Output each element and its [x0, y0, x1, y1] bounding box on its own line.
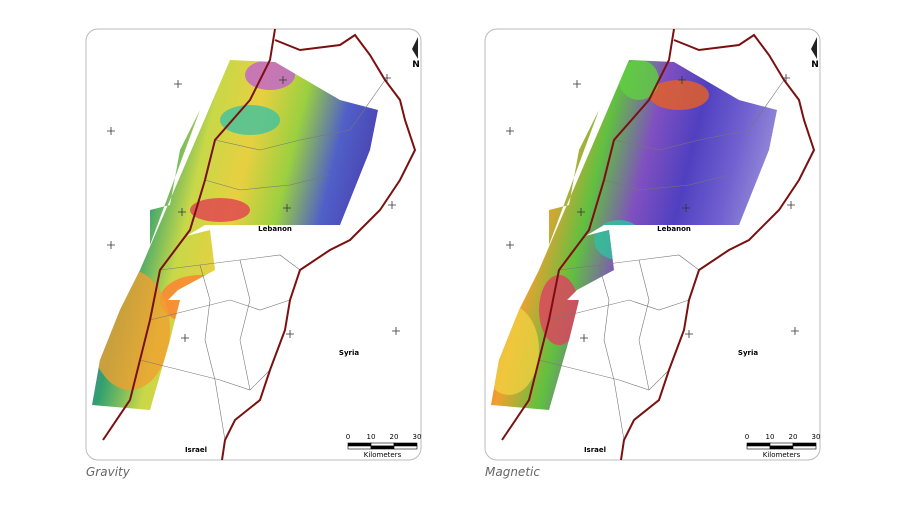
district-line	[613, 79, 785, 151]
scale-segment	[370, 442, 395, 447]
district-line	[598, 264, 625, 441]
district-line	[199, 264, 226, 441]
district-line	[204, 174, 331, 191]
district-line	[603, 174, 730, 191]
scale-segment	[347, 445, 372, 450]
scale-segment	[769, 442, 794, 447]
scale-tick: 0	[346, 433, 350, 441]
scale-segment	[792, 442, 817, 447]
anomaly	[619, 60, 659, 100]
district-line	[548, 299, 690, 321]
scale-tick: 10	[367, 433, 376, 441]
caption: Gravity	[86, 465, 130, 479]
scale-tick: 20	[390, 433, 399, 441]
scale-unit: Kilometers	[364, 451, 402, 459]
place-label: Lebanon	[258, 225, 292, 233]
grid-cross	[685, 330, 693, 338]
anomaly	[220, 105, 280, 135]
border	[501, 28, 675, 441]
border	[620, 33, 816, 461]
place-label: Israel	[584, 446, 606, 454]
grid-cross	[279, 76, 287, 84]
grid-cross	[580, 334, 588, 342]
anomaly	[649, 80, 709, 110]
grid-cross	[678, 76, 686, 84]
scale-segment	[769, 445, 794, 450]
scale-tick: 30	[812, 433, 821, 441]
north-arrow	[412, 37, 418, 59]
north-label: N	[811, 60, 819, 70]
grid-cross	[174, 80, 182, 88]
anomaly	[190, 198, 250, 222]
grid-cross	[388, 201, 396, 209]
grid-cross	[107, 241, 115, 249]
district-line	[239, 259, 251, 391]
grid-cross	[577, 208, 585, 216]
scale-tick: 20	[789, 433, 798, 441]
anomaly	[539, 275, 579, 345]
border	[221, 33, 417, 461]
grid-cross	[178, 208, 186, 216]
grid-cross	[286, 330, 294, 338]
place-label: Lebanon	[657, 225, 691, 233]
grid-cross	[573, 80, 581, 88]
grid-cross	[506, 127, 514, 135]
place-label: Syria	[339, 349, 359, 357]
scale-tick: 0	[745, 433, 749, 441]
scale-segment	[347, 442, 372, 447]
grid-cross	[181, 334, 189, 342]
grid-cross	[791, 327, 799, 335]
grid-cross	[107, 127, 115, 135]
grid-cross	[383, 74, 391, 82]
grid-cross	[782, 74, 790, 82]
scale-segment	[746, 442, 771, 447]
place-label: Syria	[738, 349, 758, 357]
grid-cross	[283, 204, 291, 212]
caption: Magnetic	[485, 465, 540, 479]
scale-tick: 30	[413, 433, 422, 441]
border	[102, 28, 276, 441]
district-line	[139, 359, 271, 391]
place-label: Israel	[185, 446, 207, 454]
grid-cross	[392, 327, 400, 335]
map-panel: Lebanon Syria Israel N 0 10 20 30 Kilometers	[85, 28, 422, 461]
north-arrow	[811, 37, 817, 59]
map-panel: Lebanon Syria Israel N 0 10 20 30 Kilometers	[484, 28, 821, 461]
grid-cross	[506, 241, 514, 249]
district-line	[149, 299, 291, 321]
north-label: N	[412, 60, 420, 70]
district-line	[214, 79, 386, 151]
district-line	[638, 259, 650, 391]
scale-segment	[370, 445, 395, 450]
scale-unit: Kilometers	[763, 451, 801, 459]
grid-cross	[787, 201, 795, 209]
scale-segment	[393, 442, 418, 447]
district-line	[538, 359, 670, 391]
grid-cross	[682, 204, 690, 212]
scale-segment	[393, 445, 418, 450]
scale-tick: 10	[766, 433, 775, 441]
anomaly	[245, 60, 295, 90]
scale-segment	[792, 445, 817, 450]
scale-segment	[746, 445, 771, 450]
